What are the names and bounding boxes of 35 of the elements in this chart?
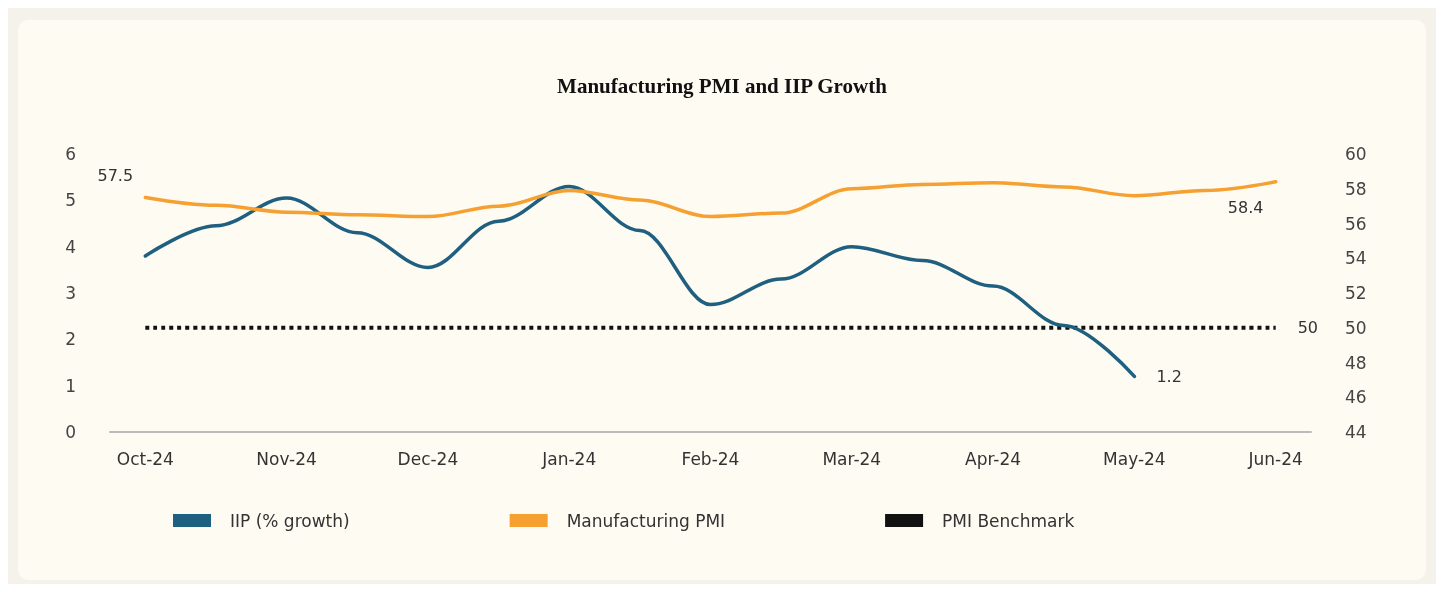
chart-title: Manufacturing PMI and IIP Growth <box>557 73 888 98</box>
data-label: 50 <box>1297 318 1319 338</box>
x-tick-label: Oct-24 <box>116 448 174 469</box>
y-tick-label: 6 <box>65 144 76 164</box>
y-tick-label: 0 <box>65 422 76 442</box>
x-tick-label: Nov-24 <box>256 448 317 469</box>
y-tick-label: 2 <box>65 329 76 350</box>
y2-tick-label: 44 <box>1345 422 1367 442</box>
x-tick-label: Mar-24 <box>822 448 882 469</box>
x-tick-label: Feb-24 <box>681 448 740 469</box>
y2-tick-label: 48 <box>1345 352 1367 373</box>
data-label: 57.5 <box>97 165 134 185</box>
x-tick-label: Jun-24 <box>1247 448 1303 469</box>
data-label: 1.2 <box>1156 366 1182 386</box>
y-tick-label: 3 <box>65 283 76 303</box>
legend-label: Manufacturing PMI <box>566 510 726 531</box>
line-series <box>143 184 1137 379</box>
x-tick-label: Apr-24 <box>965 448 1022 469</box>
y2-tick-label: 58 <box>1345 178 1367 199</box>
x-tick-label: May-24 <box>1103 448 1166 469</box>
y-tick-label: 1 <box>65 375 76 396</box>
x-tick-label: Jan-24 <box>541 448 597 469</box>
x-tick-label: Dec-24 <box>397 448 459 469</box>
y-tick-label: 5 <box>65 190 76 211</box>
legend-label: IIP (% growth) <box>230 510 350 531</box>
y2-tick-label: 60 <box>1345 144 1367 164</box>
y2-tick-label: 50 <box>1345 317 1367 338</box>
y-tick-label: 4 <box>65 236 76 257</box>
data-label: 58.4 <box>1227 198 1264 218</box>
legend-label: PMI Benchmark <box>942 510 1075 531</box>
line-series <box>143 180 1278 219</box>
y2-tick-label: 56 <box>1345 213 1367 234</box>
y2-tick-label: 54 <box>1345 248 1367 269</box>
y2-tick-label: 52 <box>1345 283 1367 303</box>
y2-tick-label: 46 <box>1345 387 1367 408</box>
